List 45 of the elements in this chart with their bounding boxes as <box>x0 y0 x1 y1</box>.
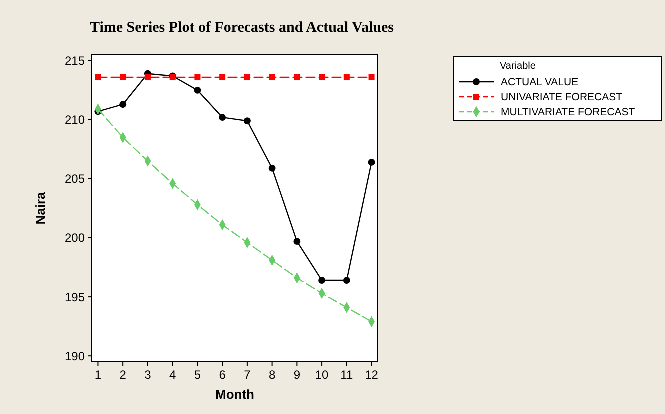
point <box>144 74 151 80</box>
legend-label: MULTIVARIATE FORECAST <box>501 106 636 119</box>
point <box>120 101 127 108</box>
point <box>194 74 201 80</box>
x-tick-label: 1 <box>94 368 102 382</box>
legend-label: ACTUAL VALUE <box>501 76 579 89</box>
point <box>319 74 326 80</box>
x-tick-label: 11 <box>340 368 354 382</box>
x-tick-label: 6 <box>219 368 226 382</box>
y-tick-label: 200 <box>64 231 86 246</box>
y-tick-label: 210 <box>64 113 86 128</box>
point <box>368 158 376 166</box>
y-tick-label: 205 <box>64 172 86 186</box>
point <box>268 164 276 172</box>
y-axis-title: Naira <box>33 191 48 225</box>
x-tick-label: 8 <box>268 368 276 382</box>
point <box>95 74 102 80</box>
point <box>219 114 226 122</box>
x-tick-label: 12 <box>365 368 379 382</box>
point <box>294 238 301 246</box>
x-axis-title: Month <box>216 387 255 402</box>
point <box>343 277 350 284</box>
point <box>244 118 251 125</box>
x-tick-label: 3 <box>144 368 152 382</box>
chart-title: Time Series Plot of Forecasts and Actual Values <box>90 20 394 36</box>
point <box>194 86 202 94</box>
legend-label: UNIVARIATE FORECAST <box>501 92 624 104</box>
y-tick-label: 215 <box>64 54 86 68</box>
point <box>244 74 250 80</box>
legend-title: Variable <box>500 61 536 72</box>
x-tick-label: 4 <box>169 368 176 382</box>
point <box>368 74 375 80</box>
x-tick-label: 9 <box>294 368 301 382</box>
x-tick-label: 5 <box>194 368 202 382</box>
x-tick-label: 2 <box>120 368 127 382</box>
point <box>220 74 226 80</box>
point <box>120 74 126 80</box>
point <box>318 277 326 284</box>
y-tick-label: 195 <box>64 290 86 304</box>
point <box>344 74 350 80</box>
point <box>294 74 300 80</box>
y-tick-label: 190 <box>64 349 86 364</box>
x-tick-label: 10 <box>315 368 330 382</box>
point <box>269 74 276 80</box>
x-tick-label: 7 <box>244 368 252 382</box>
